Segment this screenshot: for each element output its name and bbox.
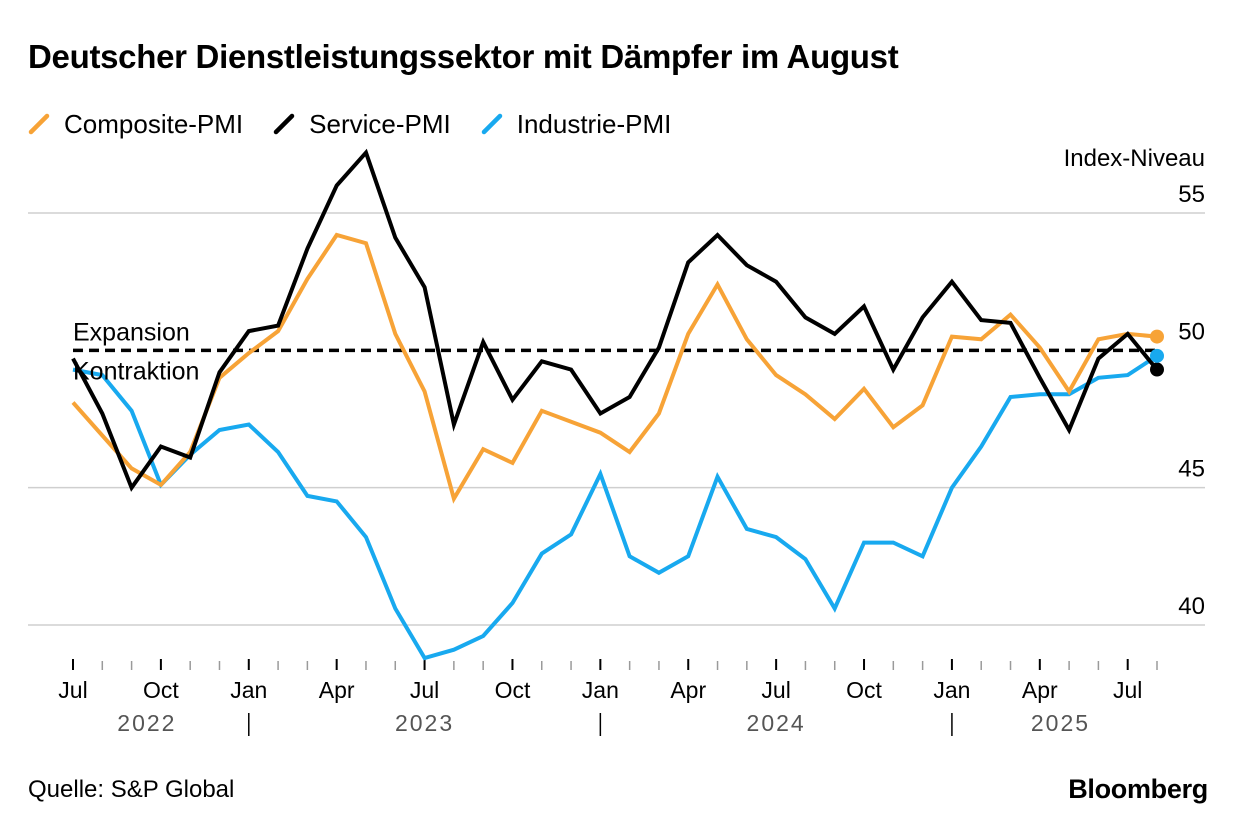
x-tick-label-2024-01: Jan xyxy=(582,677,619,703)
end-marker-industry xyxy=(1150,348,1164,363)
end-marker-service xyxy=(1150,362,1164,377)
expansion-label: Expansion xyxy=(73,318,190,346)
contraction-label: Kontraktion xyxy=(73,357,199,385)
legend-label-industry: Industrie-PMI xyxy=(516,108,672,139)
y-tick-label-40: 40 xyxy=(1178,593,1205,620)
end-marker-composite xyxy=(1150,329,1164,344)
x-tick-label-2025-07: Jul xyxy=(1113,677,1142,703)
x-tick-label-2023-01: Jan xyxy=(230,677,267,703)
legend-swatch-service xyxy=(273,113,295,135)
legend-item-service: Service-PMI xyxy=(273,109,451,140)
y-tick-label-45: 45 xyxy=(1178,456,1205,483)
x-tick-label-2022-07: Jul xyxy=(58,677,87,703)
series-line-service xyxy=(71,148,1159,492)
x-tick-label-2023-07: Jul xyxy=(410,677,439,703)
legend-item-composite: Composite-PMI xyxy=(28,109,243,140)
year-label-2022: 2022 xyxy=(117,710,176,736)
year-label-2024: 2024 xyxy=(747,710,806,736)
legend-item-industry: Industrie-PMI xyxy=(481,108,672,140)
y-tick-label-50: 50 xyxy=(1178,318,1205,345)
x-tick-label-2024-04: Apr xyxy=(670,677,706,703)
x-tick-label-2023-10: Oct xyxy=(495,677,531,703)
legend-label-service: Service-PMI xyxy=(309,108,451,139)
x-tick-label-2024-10: Oct xyxy=(846,677,882,703)
series-line-composite xyxy=(71,232,1158,504)
x-tick-label-2024-07: Jul xyxy=(761,677,790,703)
y-axis-label: Index-Niveau xyxy=(1064,145,1205,172)
series-line-industry xyxy=(72,354,1159,661)
source-note: Quelle: S&P Global xyxy=(28,776,235,803)
chart-legend: Composite-PMI Service-PMI Industrie-PMI xyxy=(28,104,701,144)
legend-swatch-industry xyxy=(481,113,502,135)
x-tick-label-2022-10: Oct xyxy=(143,677,179,703)
x-tick-label-2025-04: Apr xyxy=(1022,677,1058,703)
x-tick-label-2023-04: Apr xyxy=(319,677,355,703)
bloomberg-logo: Bloomberg xyxy=(1068,774,1208,804)
x-tick-label-2025-01: Jan xyxy=(933,677,970,703)
chart-title: Deutscher Dienstleistungssektor mit Dämp… xyxy=(28,38,899,75)
year-label-2025: 2025 xyxy=(1031,710,1090,736)
y-tick-label-55: 55 xyxy=(1178,181,1205,208)
legend-swatch-composite xyxy=(28,113,50,135)
year-label-2023: 2023 xyxy=(395,710,454,736)
legend-label-composite: Composite-PMI xyxy=(64,108,244,139)
